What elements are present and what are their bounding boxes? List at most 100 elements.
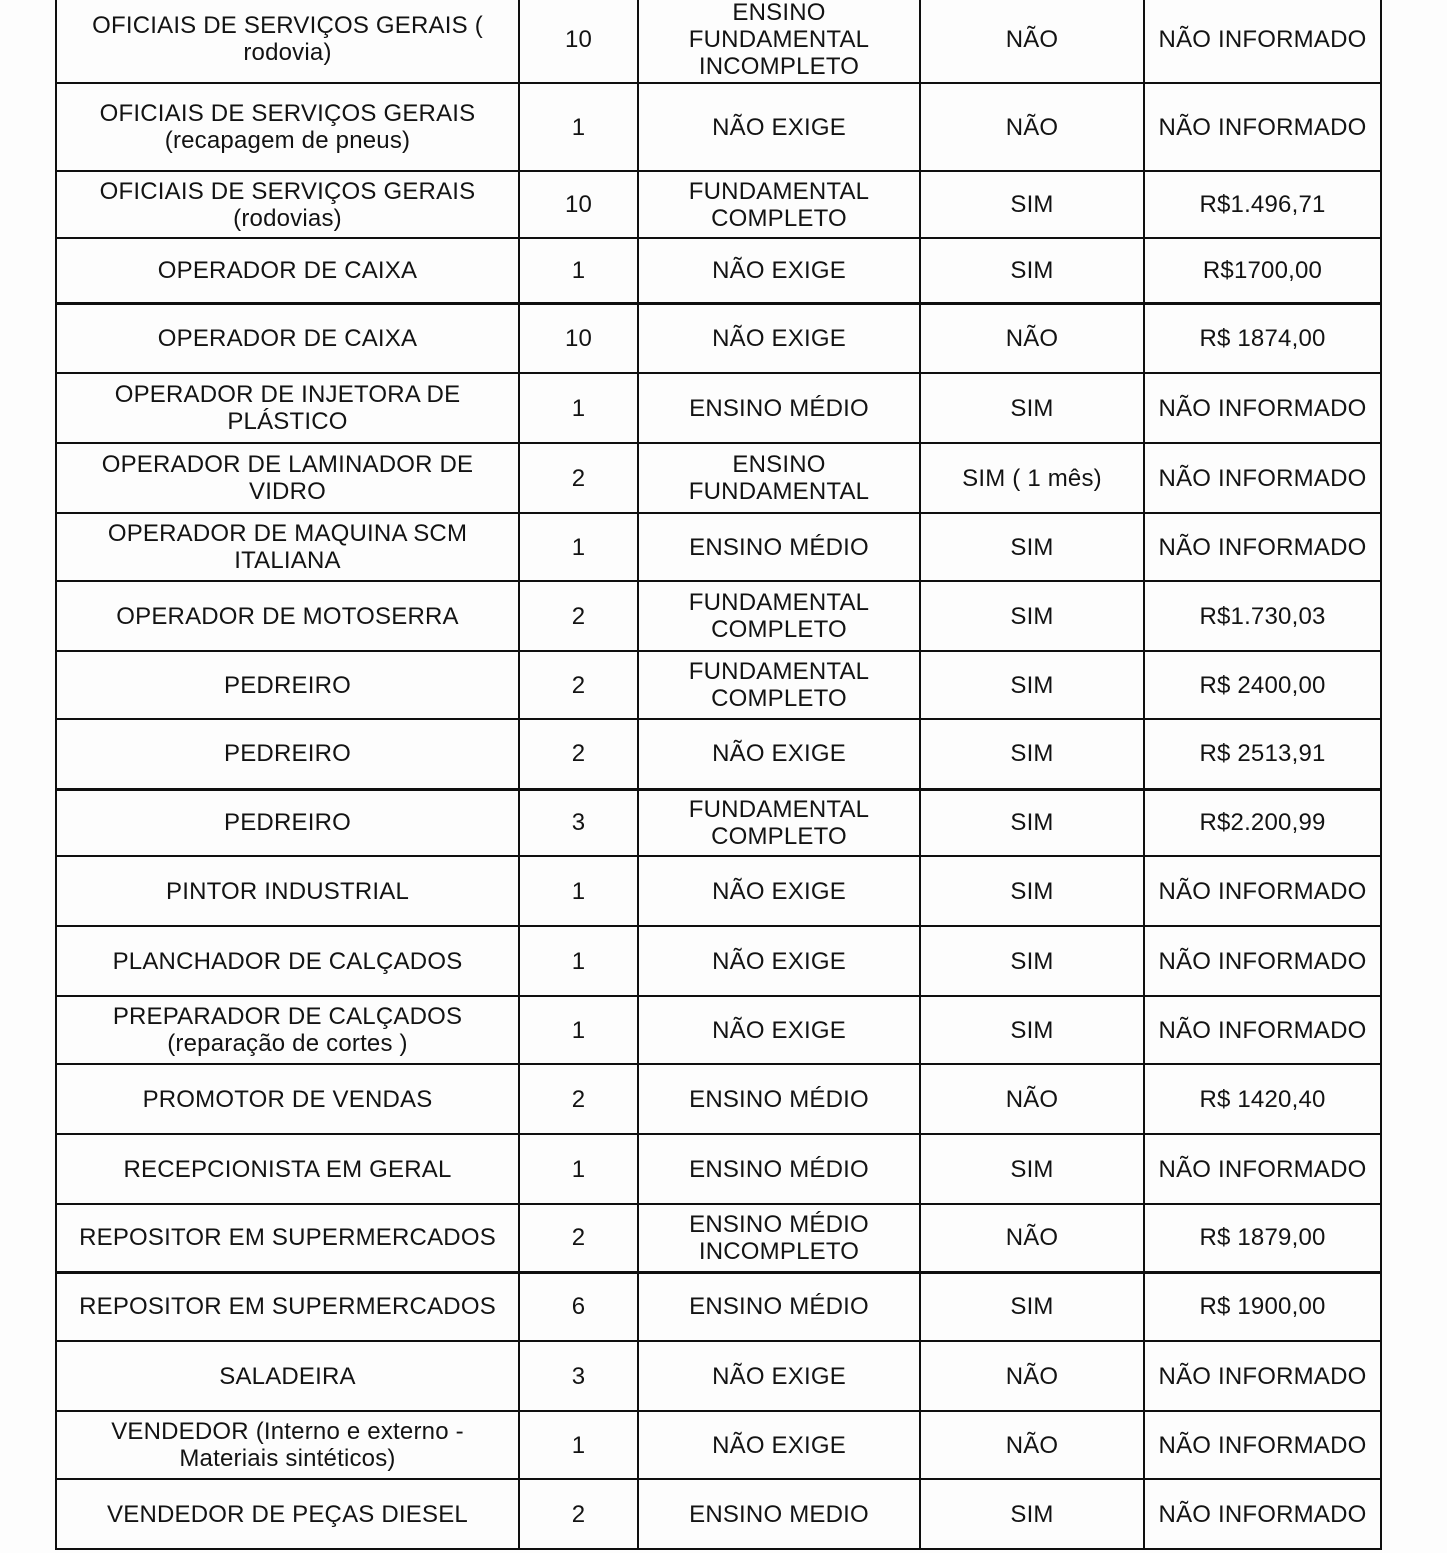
salary-cell: R$ 2400,00 [1143,650,1382,720]
experience-required-cell: SIM [919,855,1145,927]
education-requirement-cell: NÃO EXIGE [637,302,921,374]
experience-required-cell: SIM [919,650,1145,720]
table-body: OFICIAIS DE SERVIÇOS GERAIS ( rodovia) 10… [55,0,1382,1550]
experience-required-cell: SIM [919,512,1145,582]
education-requirement-cell: FUNDAMENTAL COMPLETO [637,788,921,857]
experience-required-cell: NÃO [919,1340,1145,1412]
table-row: OFICIAIS DE SERVIÇOS GERAIS (rodovias) 10… [55,170,1382,239]
openings-count-cell: 1 [518,512,639,582]
education-requirement-cell: FUNDAMENTAL COMPLETO [637,650,921,720]
job-title-cell: PLANCHADOR DE CALÇADOS [55,925,520,997]
education-requirement-cell: FUNDAMENTAL COMPLETO [637,170,921,239]
table-row: PINTOR INDUSTRIAL 1 NÃO EXIGE SIM NÃO INFORM… [55,855,1382,927]
openings-count-cell: 1 [518,372,639,444]
openings-count-cell: 1 [518,1410,639,1480]
salary-cell: NÃO INFORMADO [1143,0,1382,84]
table-row: PEDREIRO 2 NÃO EXIGE SIM R$ 2513,91 [55,718,1382,791]
job-title-cell: OPERADOR DE MOTOSERRA [55,580,520,652]
openings-count-cell: 3 [518,1340,639,1412]
job-title-cell: PREPARADOR DE CALÇADOS (reparação de cor… [55,995,520,1065]
openings-count-cell: 1 [518,855,639,927]
salary-cell: R$ 1420,40 [1143,1063,1382,1135]
experience-required-cell: SIM [919,372,1145,444]
openings-count-cell: 6 [518,1271,639,1342]
openings-count-cell: 2 [518,580,639,652]
table-row: PEDREIRO 2 FUNDAMENTAL COMPLETO SIM R$ 2400,… [55,650,1382,720]
salary-cell: R$ 2513,91 [1143,718,1382,791]
table-row: OPERADOR DE MAQUINA SCM ITALIANA 1 ENSINO … [55,512,1382,582]
education-requirement-cell: ENSINO MÉDIO [637,512,921,582]
openings-count-cell: 1 [518,925,639,997]
job-title-cell: OPERADOR DE MAQUINA SCM ITALIANA [55,512,520,582]
job-title-cell: PINTOR INDUSTRIAL [55,855,520,927]
salary-cell: NÃO INFORMADO [1143,1478,1382,1550]
job-title-cell: OPERADOR DE CAIXA [55,237,520,305]
table-row: SALADEIRA 3 NÃO EXIGE NÃO NÃO INFORMADO [55,1340,1382,1412]
education-requirement-cell: ENSINO MÉDIO [637,1271,921,1342]
table-row: OPERADOR DE CAIXA 10 NÃO EXIGE NÃO R$ 1874,0… [55,302,1382,374]
salary-cell: NÃO INFORMADO [1143,1410,1382,1480]
education-requirement-cell: NÃO EXIGE [637,1410,921,1480]
experience-required-cell: SIM [919,580,1145,652]
experience-required-cell: SIM [919,718,1145,791]
education-requirement-cell: ENSINO MÉDIO [637,1133,921,1205]
table-row: REPOSITOR EM SUPERMERCADOS 6 ENSINO MÉDIO S… [55,1271,1382,1342]
experience-required-cell: SIM [919,925,1145,997]
openings-count-cell: 1 [518,1133,639,1205]
openings-count-cell: 10 [518,170,639,239]
experience-required-cell: SIM [919,1271,1145,1342]
salary-cell: R$2.200,99 [1143,788,1382,857]
experience-required-cell: SIM [919,1133,1145,1205]
education-requirement-cell: ENSINO MÉDIO [637,1063,921,1135]
openings-count-cell: 10 [518,0,639,84]
job-title-cell: OPERADOR DE CAIXA [55,302,520,374]
salary-cell: R$ 1900,00 [1143,1271,1382,1342]
job-title-cell: REPOSITOR EM SUPERMERCADOS [55,1271,520,1342]
table-row: PLANCHADOR DE CALÇADOS 1 NÃO EXIGE SIM NÃO I… [55,925,1382,997]
salary-cell: NÃO INFORMADO [1143,512,1382,582]
education-requirement-cell: NÃO EXIGE [637,855,921,927]
job-title-cell: PROMOTOR DE VENDAS [55,1063,520,1135]
job-title-cell: PEDREIRO [55,718,520,791]
job-vacancies-table: OFICIAIS DE SERVIÇOS GERAIS ( rodovia) 10… [55,0,1382,1550]
table-row: OPERADOR DE INJETORA DE PLÁSTICO 1 ENSINO … [55,372,1382,444]
job-title-cell: PEDREIRO [55,650,520,720]
openings-count-cell: 3 [518,788,639,857]
table-row: OFICIAIS DE SERVIÇOS GERAIS ( rodovia) 10… [55,0,1382,84]
education-requirement-cell: ENSINO FUNDAMENTAL [637,442,921,514]
education-requirement-cell: NÃO EXIGE [637,82,921,172]
salary-cell: NÃO INFORMADO [1143,372,1382,444]
job-title-cell: OFICIAIS DE SERVIÇOS GERAIS (recapagem d… [55,82,520,172]
table-row: PROMOTOR DE VENDAS 2 ENSINO MÉDIO NÃO R$ 142… [55,1063,1382,1135]
openings-count-cell: 2 [518,442,639,514]
table-row: VENDEDOR (Interno e externo - Materiais … [55,1410,1382,1480]
experience-required-cell: NÃO [919,82,1145,172]
table-row: OPERADOR DE CAIXA 1 NÃO EXIGE SIM R$1700,00 [55,237,1382,305]
openings-count-cell: 2 [518,650,639,720]
experience-required-cell: SIM ( 1 mês) [919,442,1145,514]
job-title-cell: OPERADOR DE LAMINADOR DE VIDRO [55,442,520,514]
experience-required-cell: NÃO [919,302,1145,374]
job-title-cell: OFICIAIS DE SERVIÇOS GERAIS ( rodovia) [55,0,520,84]
openings-count-cell: 1 [518,237,639,305]
experience-required-cell: SIM [919,788,1145,857]
education-requirement-cell: ENSINO FUNDAMENTAL INCOMPLETO [637,0,921,84]
salary-cell: NÃO INFORMADO [1143,855,1382,927]
salary-cell: R$1.496,71 [1143,170,1382,239]
experience-required-cell: SIM [919,170,1145,239]
education-requirement-cell: ENSINO MÉDIO [637,372,921,444]
experience-required-cell: SIM [919,237,1145,305]
education-requirement-cell: ENSINO MÉDIO INCOMPLETO [637,1203,921,1274]
job-title-cell: PEDREIRO [55,788,520,857]
openings-count-cell: 1 [518,995,639,1065]
job-title-cell: RECEPCIONISTA EM GERAL [55,1133,520,1205]
table-row: REPOSITOR EM SUPERMERCADOS 2 ENSINO MÉDIO … [55,1203,1382,1274]
experience-required-cell: SIM [919,1478,1145,1550]
table-row: OPERADOR DE MOTOSERRA 2 FUNDAMENTAL COMPLE… [55,580,1382,652]
salary-cell: NÃO INFORMADO [1143,1340,1382,1412]
table-row: OPERADOR DE LAMINADOR DE VIDRO 2 ENSINO FU… [55,442,1382,514]
table-row: VENDEDOR DE PEÇAS DIESEL 2 ENSINO MEDIO SIM… [55,1478,1382,1550]
education-requirement-cell: NÃO EXIGE [637,925,921,997]
education-requirement-cell: NÃO EXIGE [637,995,921,1065]
